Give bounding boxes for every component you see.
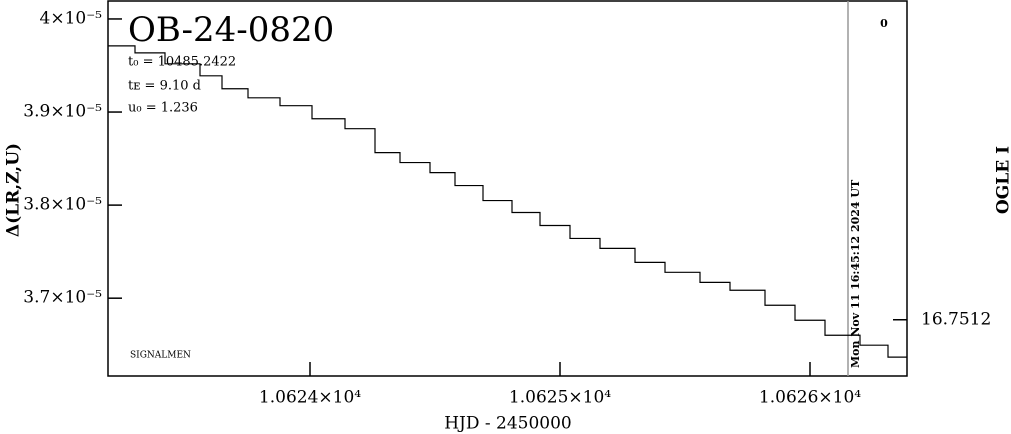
x-tick-label: 1.0626×10⁴ (759, 388, 861, 408)
x-tick-label: 1.0625×10⁴ (509, 388, 611, 408)
plot-frame (107, 0, 908, 377)
x-axis-label: HJD - 2450000 (444, 414, 572, 434)
y-tick-label: 3.8×10⁻⁵ (23, 195, 102, 215)
corner-label: 0 (880, 17, 888, 30)
y2-axis-label: OGLE I (994, 146, 1011, 214)
footer: SIGNALMEN (130, 351, 191, 361)
y-tick-label: 3.9×10⁻⁵ (23, 102, 102, 122)
y-tick-label: 4×10⁻⁵ (40, 8, 103, 28)
x-tick-label: 1.0624×10⁴ (259, 388, 361, 408)
time-marker-label: Mon Nov 11 16:45:12 2024 UT (849, 179, 862, 368)
data-line (108, 45, 907, 358)
y-tick-label: 3.7×10⁻⁵ (23, 288, 102, 308)
y2-tick-label: 16.7512 (921, 309, 991, 329)
annotation: tᴇ = 9.10 d (128, 79, 201, 94)
y-axis-label: Δ(LR,Z,U) (4, 143, 24, 237)
annotation: u₀ = 1.236 (128, 101, 198, 116)
chart-title: OB-24-0820 (128, 10, 334, 50)
annotation: t₀ = 10485.2422 (128, 55, 236, 70)
